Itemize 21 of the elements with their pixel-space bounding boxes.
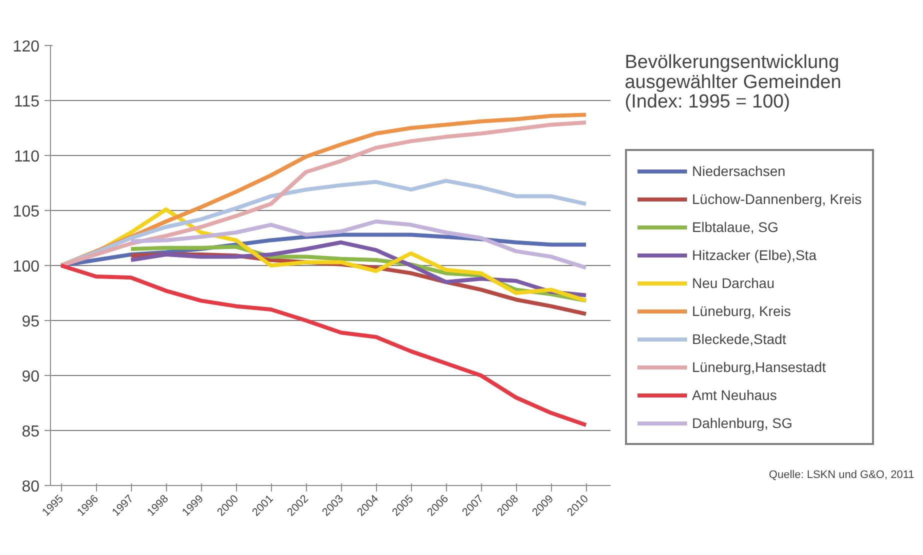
y-tick-label: 85 (22, 424, 40, 440)
y-tick-label: 80 (22, 478, 40, 496)
y-tick-label: 110 (14, 148, 40, 166)
y-tick-label: 100 (12, 258, 40, 276)
legend-label: Elbtalaue, SG (692, 218, 778, 237)
legend-label: Lüneburg, Kreis (692, 302, 791, 321)
legend-label: Dahlenburg, SG (692, 414, 792, 433)
y-tick-label: 95 (22, 314, 40, 330)
legend-label: Lüneburg,Hansestadt (692, 358, 826, 377)
legend-label: Neu Darchau (692, 274, 774, 293)
legend-label: Bleckede,Stadt (692, 330, 786, 349)
text: Bevölkerungsentwicklung ausgewählter Gemeinden (Index: 1995 = 100) (624, 52, 842, 113)
legend-label: Niedersachsen (692, 162, 786, 181)
legend-label: Hitzacker (Elbe),Sta (692, 246, 816, 265)
legend-label: Amt Neuhaus (692, 386, 777, 405)
y-tick-label: 115 (14, 94, 40, 110)
y-tick-label: 105 (12, 204, 40, 220)
y-tick-label: 90 (22, 368, 40, 386)
source-note: Quelle: LSKN und G&O, 2011 (768, 469, 914, 482)
y-tick-label: 120 (12, 38, 40, 56)
legend-label: Lüchow-Dannenberg, Kreis (692, 190, 862, 209)
